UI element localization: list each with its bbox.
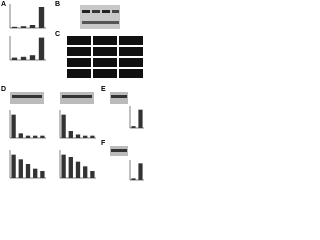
bar xyxy=(33,135,38,138)
bar xyxy=(138,163,143,180)
bar xyxy=(33,168,38,178)
bar xyxy=(61,154,66,178)
figure: A B C D E F xyxy=(1,1,144,181)
panel-label: B xyxy=(55,1,60,8)
bar xyxy=(20,56,27,60)
bar xyxy=(38,37,45,60)
bar xyxy=(68,131,73,138)
blot-ef xyxy=(110,92,128,156)
bar xyxy=(18,133,23,138)
bar xyxy=(75,161,81,178)
blot-b xyxy=(80,5,120,29)
bar xyxy=(29,55,36,60)
panel-label: A xyxy=(1,1,6,8)
blot-d xyxy=(10,92,94,104)
panel-label: C xyxy=(55,31,60,38)
bar xyxy=(11,57,18,60)
bar xyxy=(90,135,95,138)
bar xyxy=(11,154,16,178)
bar xyxy=(25,135,31,138)
panel-label: D xyxy=(1,86,6,93)
panel-label: F xyxy=(101,140,106,147)
panel-label: E xyxy=(101,86,106,93)
bar xyxy=(25,164,31,178)
bar xyxy=(11,26,18,28)
bar xyxy=(61,114,66,138)
bar xyxy=(138,109,143,128)
bar xyxy=(40,171,45,178)
bar xyxy=(131,178,136,180)
bar xyxy=(29,25,36,28)
bar xyxy=(40,135,45,138)
bar xyxy=(131,126,136,128)
bar xyxy=(68,157,73,178)
bar xyxy=(83,166,88,178)
bar xyxy=(20,26,27,28)
bar xyxy=(18,159,23,178)
bar xyxy=(83,135,88,138)
bar xyxy=(11,114,16,138)
bar xyxy=(38,7,45,28)
bar xyxy=(75,134,81,138)
micrograph-grid xyxy=(67,36,143,78)
bar xyxy=(90,171,95,178)
